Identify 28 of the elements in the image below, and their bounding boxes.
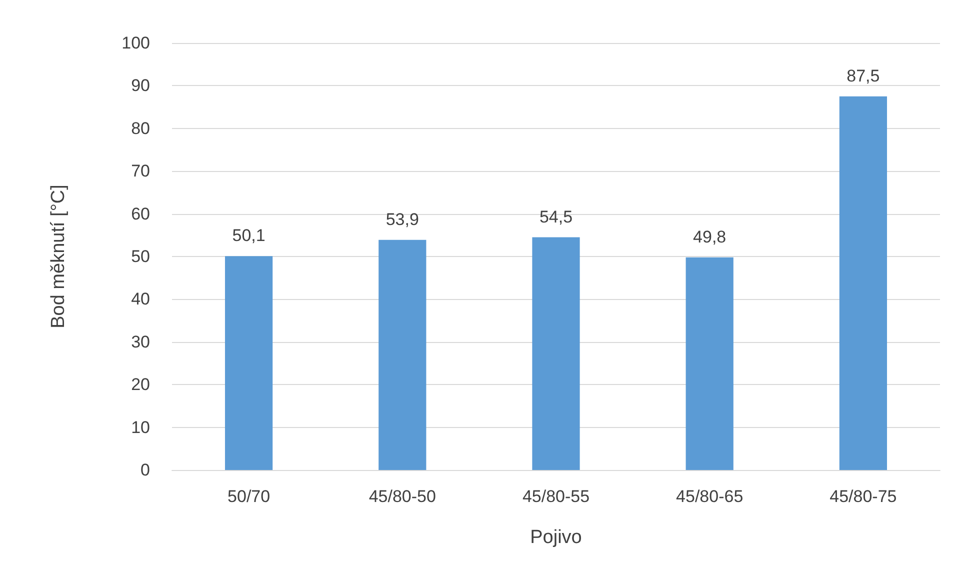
x-tick-label: 50/70 <box>228 487 270 506</box>
data-label: 87,5 <box>846 66 880 86</box>
bar <box>839 96 888 470</box>
y-tick-label: 100 <box>122 34 150 52</box>
x-tick-label: 45/80-65 <box>676 487 744 506</box>
y-tick-label: 0 <box>140 460 150 480</box>
bar <box>686 257 734 470</box>
y-tick-label: 90 <box>131 76 150 96</box>
y-tick-label: 40 <box>131 290 150 309</box>
y-tick-label: 10 <box>131 418 150 437</box>
data-label: 54,5 <box>539 207 573 226</box>
x-axis-title: Pojivo <box>530 527 582 548</box>
bar <box>378 240 426 470</box>
y-tick-label: 80 <box>131 118 150 138</box>
y-tick-label: 30 <box>131 332 150 352</box>
y-tick-label: 20 <box>131 375 150 394</box>
bar <box>532 237 580 470</box>
x-tick-label: 45/80-50 <box>368 487 436 506</box>
x-tick-label: 45/80-55 <box>522 487 590 506</box>
y-tick-label: 50 <box>131 247 150 266</box>
y-axis-title: Bod měknutí [°C] <box>48 184 69 328</box>
data-label: 49,8 <box>693 227 726 246</box>
y-tick-label: 70 <box>131 162 150 181</box>
bar <box>224 256 273 470</box>
y-tick-label: 60 <box>131 204 150 224</box>
x-tick-label: 45/80-75 <box>830 487 897 506</box>
data-label: 53,9 <box>386 210 419 229</box>
data-label: 50,1 <box>232 226 266 246</box>
